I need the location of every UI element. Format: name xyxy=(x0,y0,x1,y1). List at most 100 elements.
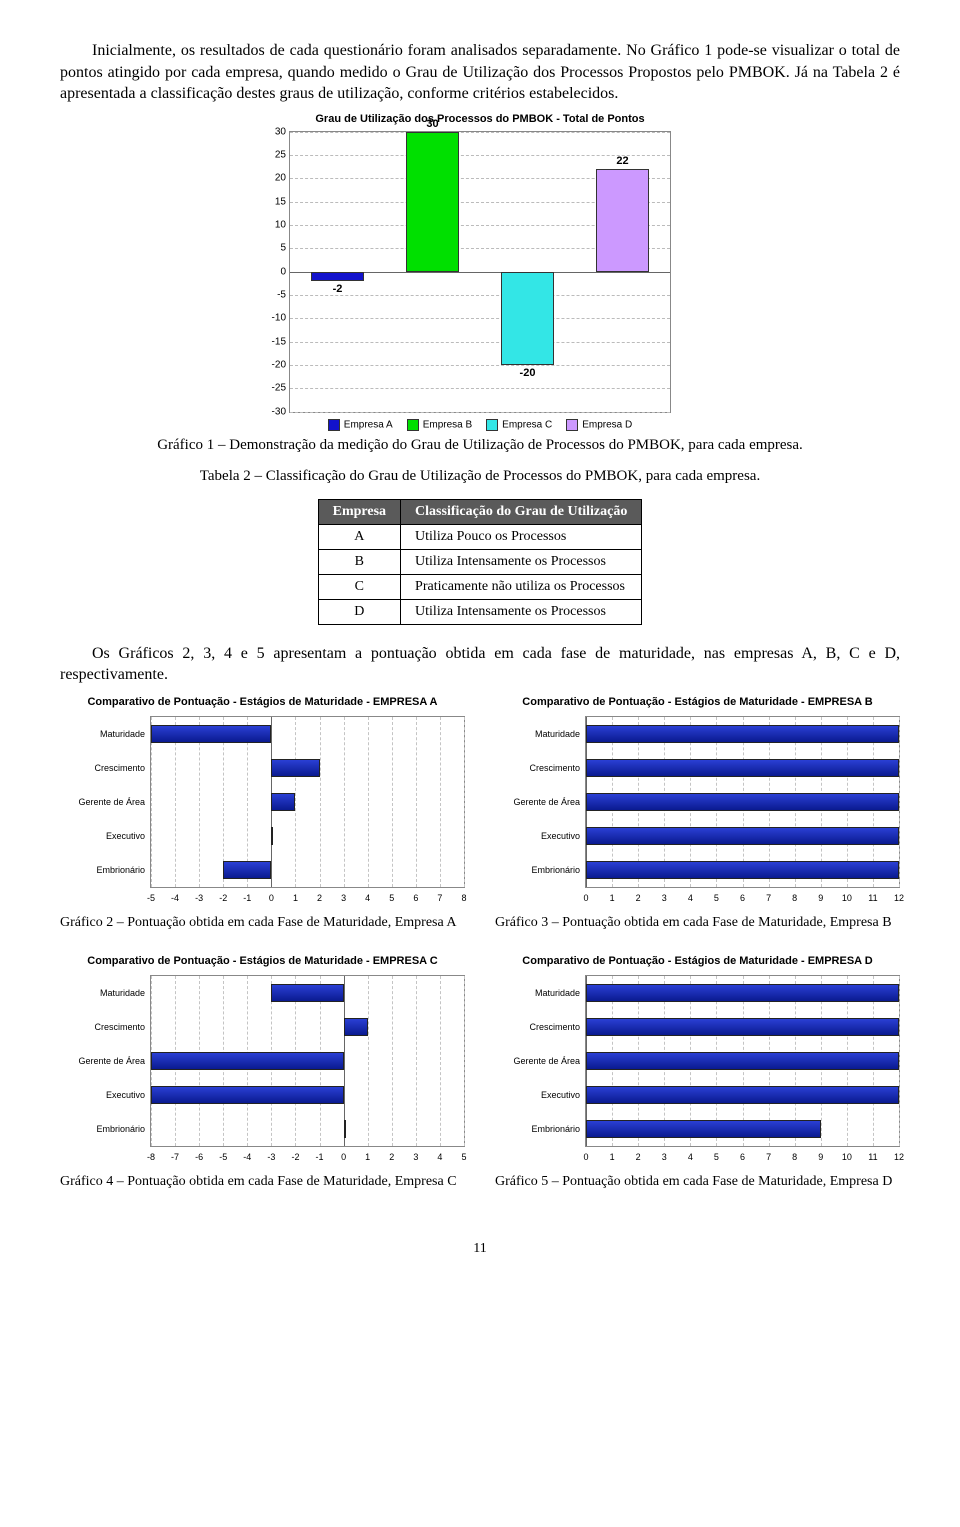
table2-cell-class: Utiliza Intensamente os Processos xyxy=(401,549,642,574)
chartB-plot: 0123456789101112MaturidadeCrescimentoGer… xyxy=(585,716,900,888)
hchart-ylabel: Crescimento xyxy=(65,1022,145,1032)
hchart-xtick: 3 xyxy=(413,1152,418,1162)
hchart-ylabel: Embrionário xyxy=(500,1124,580,1134)
chart1-legend: Empresa AEmpresa BEmpresa CEmpresa D xyxy=(250,419,710,431)
hchart-bar xyxy=(151,1052,344,1070)
chart1-legend-item: Empresa C xyxy=(486,419,552,431)
hchart-ylabel: Executivo xyxy=(500,1090,580,1100)
hchart-xtick: -3 xyxy=(195,893,203,903)
hchart-ylabel: Gerente de Área xyxy=(65,1056,145,1066)
hchart-xtick: 4 xyxy=(437,1152,442,1162)
hchart-xtick: 3 xyxy=(662,1152,667,1162)
hchart-xtick: 4 xyxy=(688,1152,693,1162)
chartB-title: Comparativo de Pontuação - Estágios de M… xyxy=(495,696,900,708)
hchart-ylabel: Crescimento xyxy=(500,1022,580,1032)
hchart-xtick: 0 xyxy=(269,893,274,903)
hchart-bar xyxy=(586,1052,899,1070)
hchart-xtick: 10 xyxy=(842,893,852,903)
chartD: Comparativo de Pontuação - Estágios de M… xyxy=(495,955,900,1191)
hchart-xtick: 0 xyxy=(341,1152,346,1162)
hchart-xtick: 2 xyxy=(636,1152,641,1162)
chartA-title: Comparativo de Pontuação - Estágios de M… xyxy=(60,696,465,708)
chart1-legend-item: Empresa A xyxy=(328,419,393,431)
table-row: AUtiliza Pouco os Processos xyxy=(318,524,642,549)
hchart-xtick: 1 xyxy=(293,893,298,903)
chartC-caption: Gráfico 4 – Pontuação obtida em cada Fas… xyxy=(60,1173,465,1191)
hchart-bar xyxy=(586,861,899,879)
chartA: Comparativo de Pontuação - Estágios de M… xyxy=(60,696,465,932)
chart1-value-label: 30 xyxy=(406,118,458,130)
chart1-ytick: 30 xyxy=(262,126,286,137)
hchart-bar xyxy=(344,1018,368,1036)
hchart-bar xyxy=(586,793,899,811)
chartC-title: Comparativo de Pontuação - Estágios de M… xyxy=(60,955,465,967)
hchart-bar xyxy=(151,1086,344,1104)
chart1-caption: Gráfico 1 – Demonstração da medição do G… xyxy=(60,437,900,454)
chart1-ytick: -5 xyxy=(262,290,286,301)
hchart-xtick: 3 xyxy=(662,893,667,903)
hchart-xtick: 5 xyxy=(714,893,719,903)
chart1-ytick: -20 xyxy=(262,360,286,371)
hchart-xtick: 2 xyxy=(389,1152,394,1162)
hchart-bar xyxy=(271,759,319,777)
table2-cell-class: Utiliza Intensamente os Processos xyxy=(401,599,642,624)
hchart-xtick: -8 xyxy=(147,1152,155,1162)
hchart-xtick: -6 xyxy=(195,1152,203,1162)
hchart-xtick: 1 xyxy=(610,893,615,903)
hchart-xtick: 6 xyxy=(413,893,418,903)
hchart-xtick: 9 xyxy=(818,893,823,903)
chart1-ytick: -10 xyxy=(262,313,286,324)
hchart-xtick: 7 xyxy=(766,893,771,903)
hchart-bar xyxy=(586,984,899,1002)
chart1-ytick: 0 xyxy=(262,266,286,277)
hchart-ylabel: Executivo xyxy=(65,1090,145,1100)
hchart-xtick: 5 xyxy=(389,893,394,903)
hchart-xtick: -4 xyxy=(171,893,179,903)
hchart-xtick: 6 xyxy=(740,1152,745,1162)
hchart-bar xyxy=(271,827,273,845)
hchart-xtick: 7 xyxy=(437,893,442,903)
hchart-xtick: 5 xyxy=(714,1152,719,1162)
hchart-bar xyxy=(271,793,295,811)
hchart-xtick: 0 xyxy=(583,893,588,903)
chart1-ytick: 20 xyxy=(262,173,286,184)
hchart-ylabel: Gerente de Área xyxy=(500,1056,580,1066)
chart1-title: Grau de Utilização dos Processos do PMBO… xyxy=(250,113,710,125)
hchart-xtick: -2 xyxy=(219,893,227,903)
hchart-bar xyxy=(223,861,271,879)
hchart-xtick: 7 xyxy=(766,1152,771,1162)
hchart-xtick: 2 xyxy=(317,893,322,903)
hchart-ylabel: Maturidade xyxy=(500,988,580,998)
chart1-value-label: -2 xyxy=(311,283,363,295)
chartD-plot: 0123456789101112MaturidadeCrescimentoGer… xyxy=(585,975,900,1147)
chart1-ytick: -25 xyxy=(262,383,286,394)
hchart-bar xyxy=(586,827,899,845)
chartC-plot: -8-7-6-5-4-3-2-1012345MaturidadeCrescime… xyxy=(150,975,465,1147)
hchart-ylabel: Gerente de Área xyxy=(65,797,145,807)
hchart-xtick: 5 xyxy=(461,1152,466,1162)
hchart-xtick: 3 xyxy=(341,893,346,903)
chart1-ytick: 15 xyxy=(262,196,286,207)
hchart-ylabel: Gerente de Área xyxy=(500,797,580,807)
chart1-ytick: 5 xyxy=(262,243,286,254)
table2-header-class: Classificação do Grau de Utilização xyxy=(401,499,642,524)
hchart-xtick: -2 xyxy=(291,1152,299,1162)
paragraph-2: Os Gráficos 2, 3, 4 e 5 apresentam a pon… xyxy=(60,643,900,686)
hchart-xtick: 8 xyxy=(792,1152,797,1162)
hchart-bar xyxy=(586,759,899,777)
hchart-ylabel: Executivo xyxy=(65,831,145,841)
hchart-ylabel: Embrionário xyxy=(65,865,145,875)
chartA-caption: Gráfico 2 – Pontuação obtida em cada Fas… xyxy=(60,914,465,932)
hchart-bar xyxy=(586,1018,899,1036)
chartD-title: Comparativo de Pontuação - Estágios de M… xyxy=(495,955,900,967)
chartC: Comparativo de Pontuação - Estágios de M… xyxy=(60,955,465,1191)
hchart-xtick: 2 xyxy=(636,893,641,903)
chart1-ytick: 25 xyxy=(262,150,286,161)
hchart-xtick: 4 xyxy=(365,893,370,903)
table-row: CPraticamente não utiliza os Processos xyxy=(318,574,642,599)
chart1-legend-item: Empresa D xyxy=(566,419,632,431)
chart1-value-label: -20 xyxy=(501,367,553,379)
table2-caption: Tabela 2 – Classificação do Grau de Util… xyxy=(60,468,900,485)
hchart-xtick: -5 xyxy=(219,1152,227,1162)
hchart-ylabel: Maturidade xyxy=(500,729,580,739)
